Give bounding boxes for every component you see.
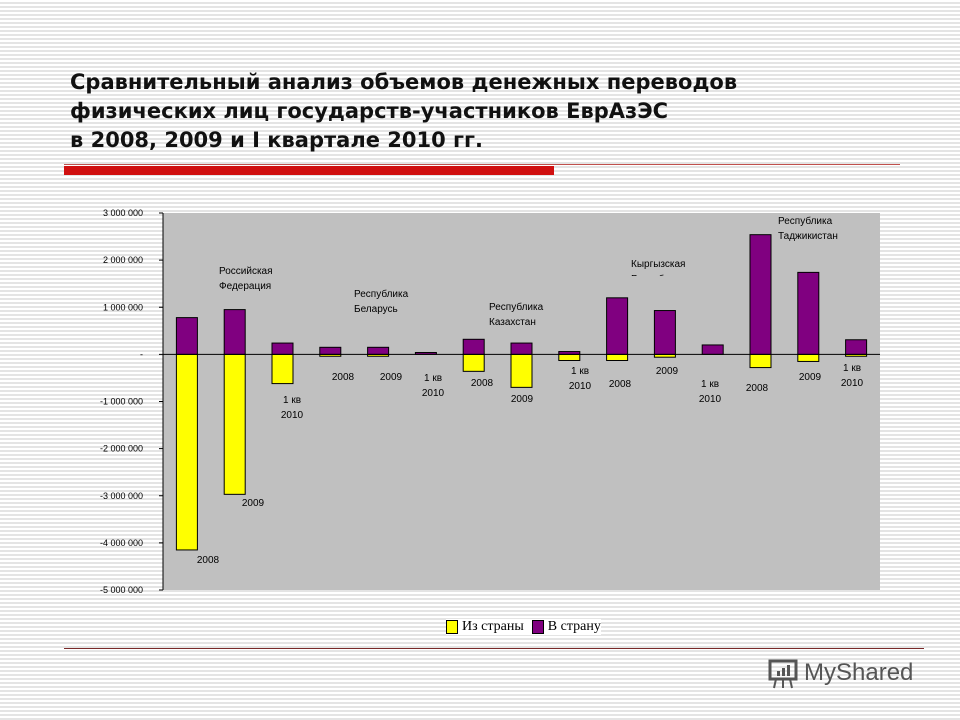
y-tick-label: -: [140, 349, 143, 359]
bar-outflow: [510, 353, 533, 388]
y-tick-label: -4 000 000: [100, 538, 143, 548]
slide-title: Сравнительный анализ объемов денежных пе…: [70, 68, 890, 155]
category-label: 1 кв 2010: [422, 373, 445, 399]
group-label: Республика Беларусь: [354, 288, 409, 315]
category-label: 2009: [242, 498, 265, 509]
bar-outflow: [223, 353, 246, 495]
group-label: Республика Таджикистан: [778, 215, 838, 242]
category-label: 1 кв 2010: [841, 363, 864, 389]
bar-inflow: [319, 346, 342, 355]
category-label: 2009: [380, 372, 403, 383]
bar-outflow: [749, 353, 772, 369]
bar-outflow: [462, 353, 485, 372]
bar-inflow: [797, 271, 820, 355]
y-tick-label: -1 000 000: [100, 397, 143, 407]
bar-inflow: [367, 346, 390, 355]
y-tick-label: 1 000 000: [103, 302, 143, 312]
legend-label-outflow: Из страны: [462, 619, 524, 634]
y-tick-label: -3 000 000: [100, 491, 143, 501]
bar-inflow: [175, 317, 198, 355]
bar-inflow: [462, 338, 485, 355]
category-label: 2009: [656, 366, 679, 377]
bar-inflow: [845, 339, 868, 355]
watermark-text: MyShared: [804, 659, 914, 686]
group-label: Российская Федерация: [219, 266, 273, 292]
bar-inflow: [653, 310, 676, 355]
category-label: 1 кв 2010: [281, 395, 304, 421]
watermark-logo: MyShared: [766, 657, 913, 689]
category-label: 2008: [746, 383, 769, 394]
y-tick-label: 3 000 000: [103, 208, 143, 218]
bar-outflow: [606, 353, 629, 362]
title-divider: [64, 164, 900, 165]
legend-swatch-outflow: [446, 620, 458, 634]
bar-inflow: [271, 342, 294, 355]
bar-inflow: [223, 309, 246, 355]
title-accent-bar: [64, 166, 554, 175]
group-label: Республика Казахстан: [489, 301, 544, 328]
category-label: 2008: [332, 372, 355, 383]
category-label: 2009: [511, 394, 534, 405]
bar-inflow: [701, 344, 724, 355]
bar-outflow: [797, 353, 820, 362]
label-mask: [625, 276, 695, 286]
y-tick-label: -5 000 000: [100, 585, 143, 595]
category-label: 1 кв 2010: [569, 366, 592, 392]
title-line-3: в 2008, 2009 и I квартале 2010 гг.: [70, 128, 483, 152]
category-label: 2008: [609, 379, 632, 390]
presentation-board-icon: [768, 659, 798, 689]
category-label: 2008: [471, 378, 494, 389]
legend-swatch-inflow: [531, 620, 544, 634]
bar-outflow: [558, 353, 581, 362]
title-line-1: Сравнительный анализ объемов денежных пе…: [70, 70, 738, 94]
bar-outflow: [271, 353, 294, 385]
bar-inflow: [749, 234, 772, 355]
title-line-2: физических лиц государств-участников Евр…: [70, 99, 669, 123]
y-tick-label: 2 000 000: [103, 255, 143, 265]
category-label: 2008: [197, 555, 220, 566]
y-tick-label: -2 000 000: [100, 444, 143, 454]
category-label: 1 кв 2010: [699, 379, 722, 405]
category-label: 2009: [799, 372, 822, 383]
bar-inflow: [606, 297, 629, 355]
footer-divider: [64, 648, 924, 649]
chart-legend: Из страны В страну: [446, 619, 601, 635]
bar-outflow: [175, 353, 198, 551]
legend-label-inflow: В страну: [547, 619, 601, 634]
bar-inflow: [510, 342, 533, 355]
